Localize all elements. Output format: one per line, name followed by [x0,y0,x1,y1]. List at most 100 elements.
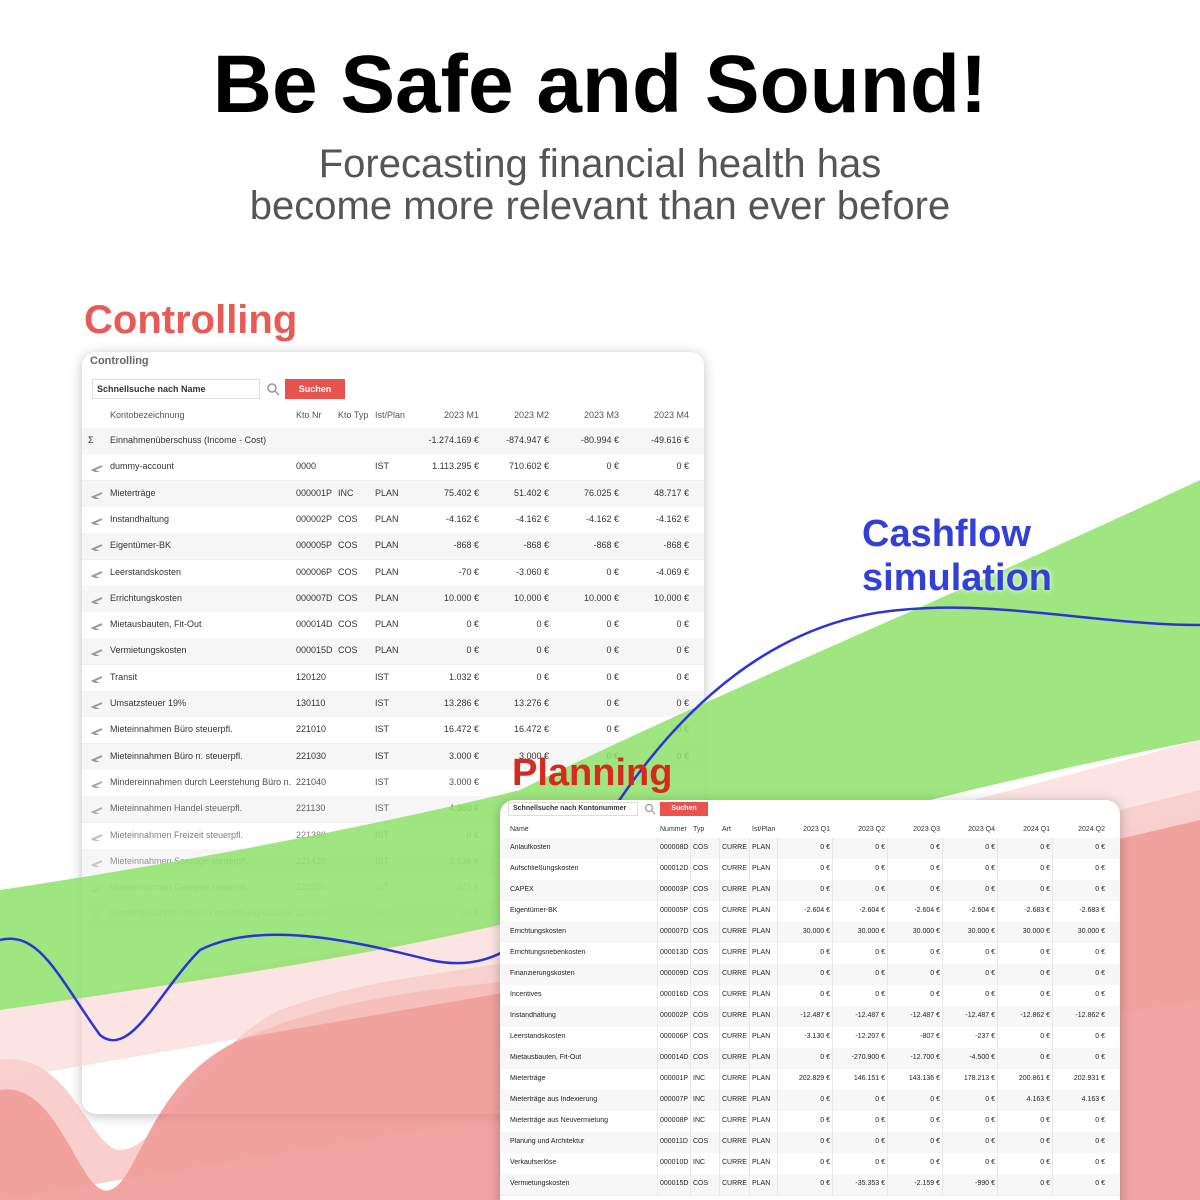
table-cell: CURRE [722,1096,747,1103]
cell-divider [690,859,691,880]
cell-divider [690,964,691,985]
table-cell: INC [693,1117,706,1124]
cell-divider [942,943,943,964]
table-cell: 0 € [930,1138,940,1145]
table-cell: PLAN [752,1033,771,1040]
cell-divider [777,1048,778,1069]
cell-divider [942,1132,943,1153]
table-row [82,717,704,745]
table-cell: 710.602 € [508,461,549,472]
table-cell: COS [338,619,358,630]
cell-divider [749,1111,750,1132]
table-cell: Errichtungsnebenkosten [510,949,586,956]
table-cell: 10.000 € [653,592,689,603]
table-cell: Errichtungskosten [510,928,567,935]
table-cell: Mieterträge [110,487,156,498]
cell-divider [719,1153,720,1174]
cell-divider [777,1111,778,1132]
cell-divider [1052,880,1053,901]
table-cell: PLAN [752,1012,771,1019]
share-icon [90,491,103,499]
table-cell: IST [375,803,390,814]
cell-divider [777,985,778,1006]
table-cell: 000011D [660,1138,688,1145]
table-cell: 0 € [930,865,940,872]
table-cell: 000012D [660,865,689,872]
table-cell: COS [693,928,709,935]
table-cell: 221380 [296,829,327,840]
cell-divider [777,964,778,985]
table-cell: 0 € [1040,1180,1050,1187]
table-cell: CURRE [722,970,747,977]
table-cell: PLAN [752,1075,771,1082]
cell-divider [777,1069,778,1090]
table-cell: 0 € [820,970,830,977]
table-cell: 0 € [1040,1033,1050,1040]
cell-divider [719,964,720,985]
cell-divider [749,985,750,1006]
search-icon[interactable] [266,382,280,396]
share-icon [90,780,103,788]
cell-divider [942,901,943,922]
table-cell: 0 € [536,645,549,656]
cell-divider [657,880,658,901]
cell-divider [832,1006,833,1027]
cell-divider [942,964,943,985]
table-cell: INC [693,1075,706,1082]
cell-divider [997,1132,998,1153]
table-cell: 0 € [1095,1117,1105,1124]
cell-divider [1052,985,1053,1006]
table-cell: 0 € [1040,991,1050,998]
table-cell: PLAN [752,1096,771,1103]
table-row [82,480,704,508]
table-cell: Instandhaltung [110,513,170,524]
table-cell: 0 € [875,1096,885,1103]
table-cell: 0 € [930,1096,940,1103]
table-cell: -2.604 € [969,907,995,914]
cell-divider [657,901,658,922]
cell-divider [777,901,778,922]
table-cell: 000007D [660,928,689,935]
cell-divider [887,1027,888,1048]
cell-divider [749,1090,750,1111]
cell-divider [657,922,658,943]
table-cell: 10.000 € [583,592,619,603]
table-cell: CURRE [722,886,747,893]
cell-divider [690,1048,691,1069]
table-cell: COS [338,592,358,603]
cell-divider [997,1090,998,1111]
table-cell: 0 € [930,1159,940,1166]
search-input[interactable]: Schnellsuche nach Name [92,379,260,399]
table-cell: -12.487 € [855,1012,885,1019]
search-input[interactable]: Schnellsuche nach Kontonummer [508,802,638,816]
cell-divider [657,838,658,859]
table-cell: 200.861 € [1018,1075,1050,1082]
table-cell: -2.159 € [914,1180,940,1187]
share-icon [90,833,103,841]
table-cell: CURRE [722,907,747,914]
table-cell: 000009D [660,970,689,977]
table-cell: 30.000 € [1077,928,1105,935]
table-cell: INC [693,1096,706,1103]
search-button[interactable]: Suchen [285,379,345,399]
row-icon [90,673,104,683]
table-cell: PLAN [375,513,399,524]
table-cell: Transit [110,671,138,682]
table-cell: -4.162 € [445,513,479,524]
cell-divider [942,922,943,943]
cell-divider [887,838,888,859]
table-cell: 0 € [606,671,619,682]
cell-divider [657,1006,658,1027]
table-cell: CURRE [722,1159,747,1166]
table-cell: 0 € [1095,1180,1105,1187]
search-button[interactable]: Suchen [660,802,708,816]
table-cell: 51.402 € [513,487,549,498]
table-cell: 10.000 € [513,592,549,603]
table-cell: 0 € [606,566,619,577]
table-cell: COS [693,991,709,998]
column-header: Nummer [660,826,687,833]
table-cell: 48.717 € [653,487,689,498]
search-icon[interactable] [644,803,656,815]
table-cell: 0 € [985,1138,995,1145]
table-cell: 202.829 € [798,1075,830,1082]
